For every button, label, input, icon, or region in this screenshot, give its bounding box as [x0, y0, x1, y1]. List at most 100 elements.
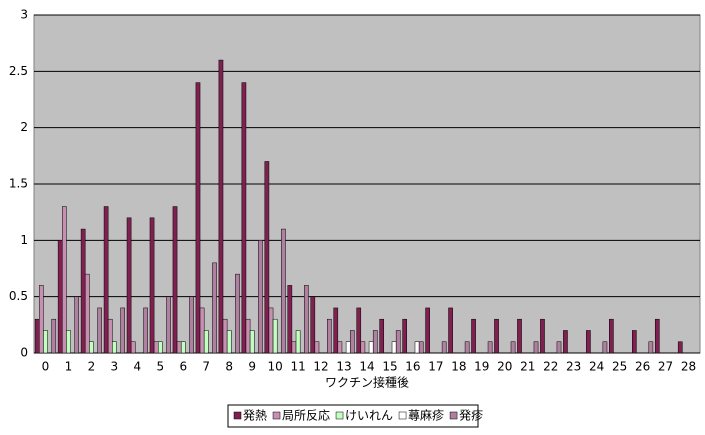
x-tick-label: 8: [225, 360, 233, 374]
bar: [356, 307, 362, 354]
bar: [112, 341, 117, 354]
x-tick-label: 11: [290, 360, 305, 374]
legend-label: 発疹: [459, 408, 483, 423]
bar: [517, 318, 522, 354]
bar: [349, 330, 355, 354]
bar: [103, 206, 109, 354]
bar: [345, 341, 351, 354]
bar: [448, 307, 453, 354]
bar: [471, 318, 476, 354]
bar: [556, 341, 562, 354]
bar: [310, 296, 316, 354]
y-tick-label: 1: [20, 233, 28, 247]
bar: [327, 318, 332, 354]
bar: [241, 82, 247, 354]
legend-label: 発熱: [243, 409, 267, 423]
bar: [107, 318, 113, 354]
x-tick-label: 12: [313, 360, 328, 374]
legend-label: 蕁麻疹: [408, 408, 444, 423]
x-tick-label: 23: [566, 360, 581, 374]
bar: [97, 307, 102, 354]
bar: [51, 318, 57, 354]
bar: [677, 341, 683, 354]
bar: [74, 296, 80, 354]
bar: [199, 307, 205, 354]
bar: [314, 341, 320, 354]
bar: [34, 318, 40, 354]
legend-label: けいれん: [345, 409, 393, 423]
bar: [414, 341, 420, 354]
x-tick-label: 5: [156, 360, 164, 374]
bar: [533, 341, 539, 354]
x-tick-label: 18: [451, 360, 466, 374]
bar: [441, 341, 447, 354]
bar: [333, 307, 339, 354]
bar: [609, 318, 614, 354]
bar: [368, 341, 374, 354]
bar: [487, 341, 493, 354]
legend-swatch: [233, 411, 242, 420]
bar: [43, 330, 48, 354]
x-tick-label: 21: [520, 360, 535, 374]
bar: [218, 59, 224, 354]
y-tick-label: 2.5: [9, 64, 28, 78]
bar: [464, 341, 470, 354]
x-tick-label: 0: [42, 360, 50, 374]
bar: [379, 318, 385, 354]
bar: [180, 341, 186, 354]
x-tick-label: 3: [111, 360, 119, 374]
x-tick-label: 2: [88, 360, 96, 374]
bar: [281, 228, 286, 354]
y-tick-label: 2: [20, 120, 28, 134]
bar: [372, 330, 378, 354]
x-tick-label: 14: [359, 360, 374, 374]
bar: [120, 307, 125, 354]
x-tick-label: 4: [134, 360, 142, 374]
bar: [268, 307, 274, 354]
bar: [226, 330, 232, 354]
bar: [304, 285, 309, 354]
x-tick-label: 15: [382, 360, 397, 374]
y-tick-label: 3: [20, 8, 28, 22]
bar: [337, 341, 343, 354]
bar: [195, 82, 201, 354]
bar: [295, 330, 301, 354]
x-tick-label: 20: [497, 360, 512, 374]
bar: [153, 341, 159, 354]
legend-swatch: [398, 411, 407, 420]
bar: [418, 341, 424, 354]
bar: [172, 206, 178, 354]
x-tick-label: 28: [681, 360, 696, 374]
bar: [494, 318, 499, 354]
bar: [80, 228, 86, 354]
bar: [176, 341, 182, 354]
x-axis-title: ワクチン接種後: [325, 375, 409, 390]
bar: [212, 262, 217, 354]
bar: [84, 273, 90, 354]
bar: [586, 330, 591, 354]
legend-label: 局所反応: [282, 409, 330, 423]
bar: [391, 341, 397, 354]
bar: [648, 341, 654, 354]
bar: [39, 285, 44, 354]
legend-box: [227, 404, 479, 428]
x-tick-label: 26: [635, 360, 650, 374]
bar: [540, 318, 545, 354]
bar: [402, 318, 407, 354]
y-tick-label: 0: [20, 346, 28, 360]
y-tick-label: 0.5: [9, 289, 28, 303]
bar: [130, 341, 136, 354]
bar: [57, 240, 63, 354]
x-tick-label: 16: [405, 360, 420, 374]
bar: [249, 330, 255, 354]
bar: [149, 217, 155, 354]
bar: [395, 330, 401, 354]
bar: [510, 341, 516, 354]
x-tick-label: 27: [658, 360, 673, 374]
x-tick-label: 22: [543, 360, 558, 374]
x-tick-label: 25: [612, 360, 627, 374]
bar: [291, 341, 297, 354]
x-tick-label: 13: [336, 360, 351, 374]
bar: [89, 341, 94, 354]
